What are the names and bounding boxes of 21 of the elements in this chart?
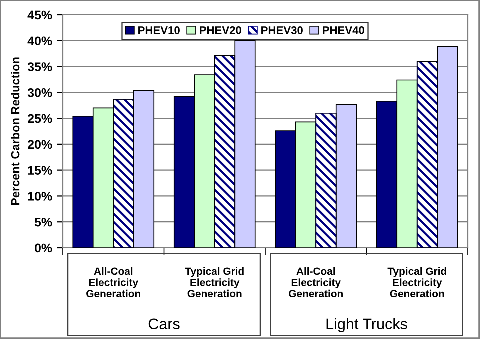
legend-label: PHEV40 <box>323 26 364 34</box>
y-tick-label: 25% <box>28 114 52 124</box>
y-tick-label: 40% <box>28 36 52 46</box>
x-tick-label: Typical Grid Electricity Generation <box>388 267 446 298</box>
legend-label: PHEV20 <box>200 26 242 34</box>
text: Light Trucks <box>326 318 408 333</box>
y-tick-label: 0% <box>35 244 52 253</box>
legend-label: PHEV30 <box>262 26 303 34</box>
y-tick-label: 15% <box>28 166 52 175</box>
x-tick-label: Typical Grid Electricity Generation <box>185 267 244 298</box>
text: Cars <box>148 318 180 330</box>
y-tick-label: 35% <box>28 62 52 72</box>
y-tick-label: 5% <box>34 218 52 227</box>
legend-label: PHEV10 <box>138 26 180 34</box>
y-axis-title: Percent Carbon Reduction <box>11 58 20 206</box>
y-tick-label: 20% <box>28 140 52 150</box>
x-tick-label: All-Coal Electricity Generation <box>86 267 140 298</box>
y-tick-label: 45% <box>28 10 52 20</box>
x-tick-label: All-Coal Electricity Generation <box>289 267 343 298</box>
y-tick-label: 10% <box>28 192 52 201</box>
y-tick-label: 30% <box>28 88 52 98</box>
